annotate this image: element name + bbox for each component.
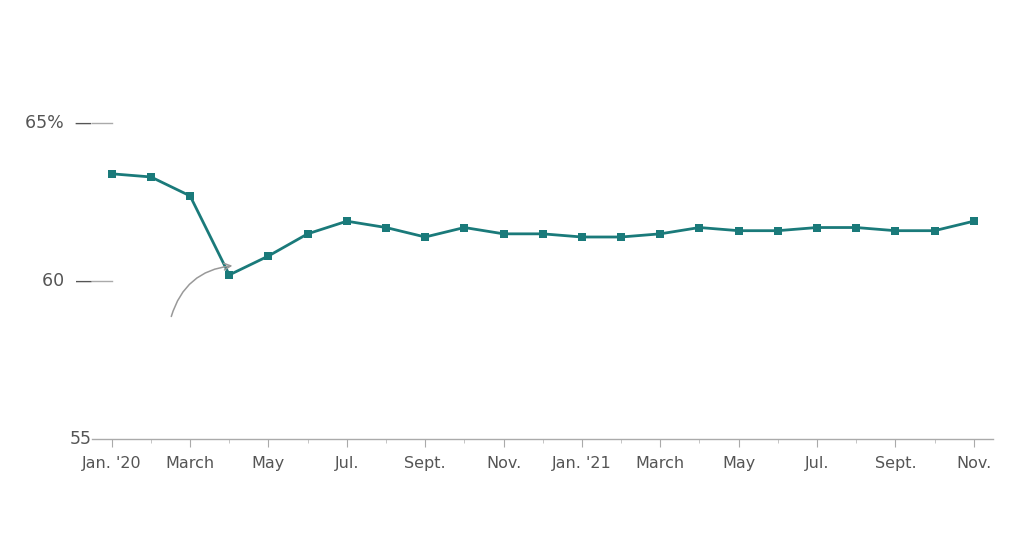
Text: 55: 55: [71, 430, 92, 448]
Text: 65%  —: 65% —: [25, 114, 92, 132]
Text: 60  —: 60 —: [42, 272, 92, 290]
